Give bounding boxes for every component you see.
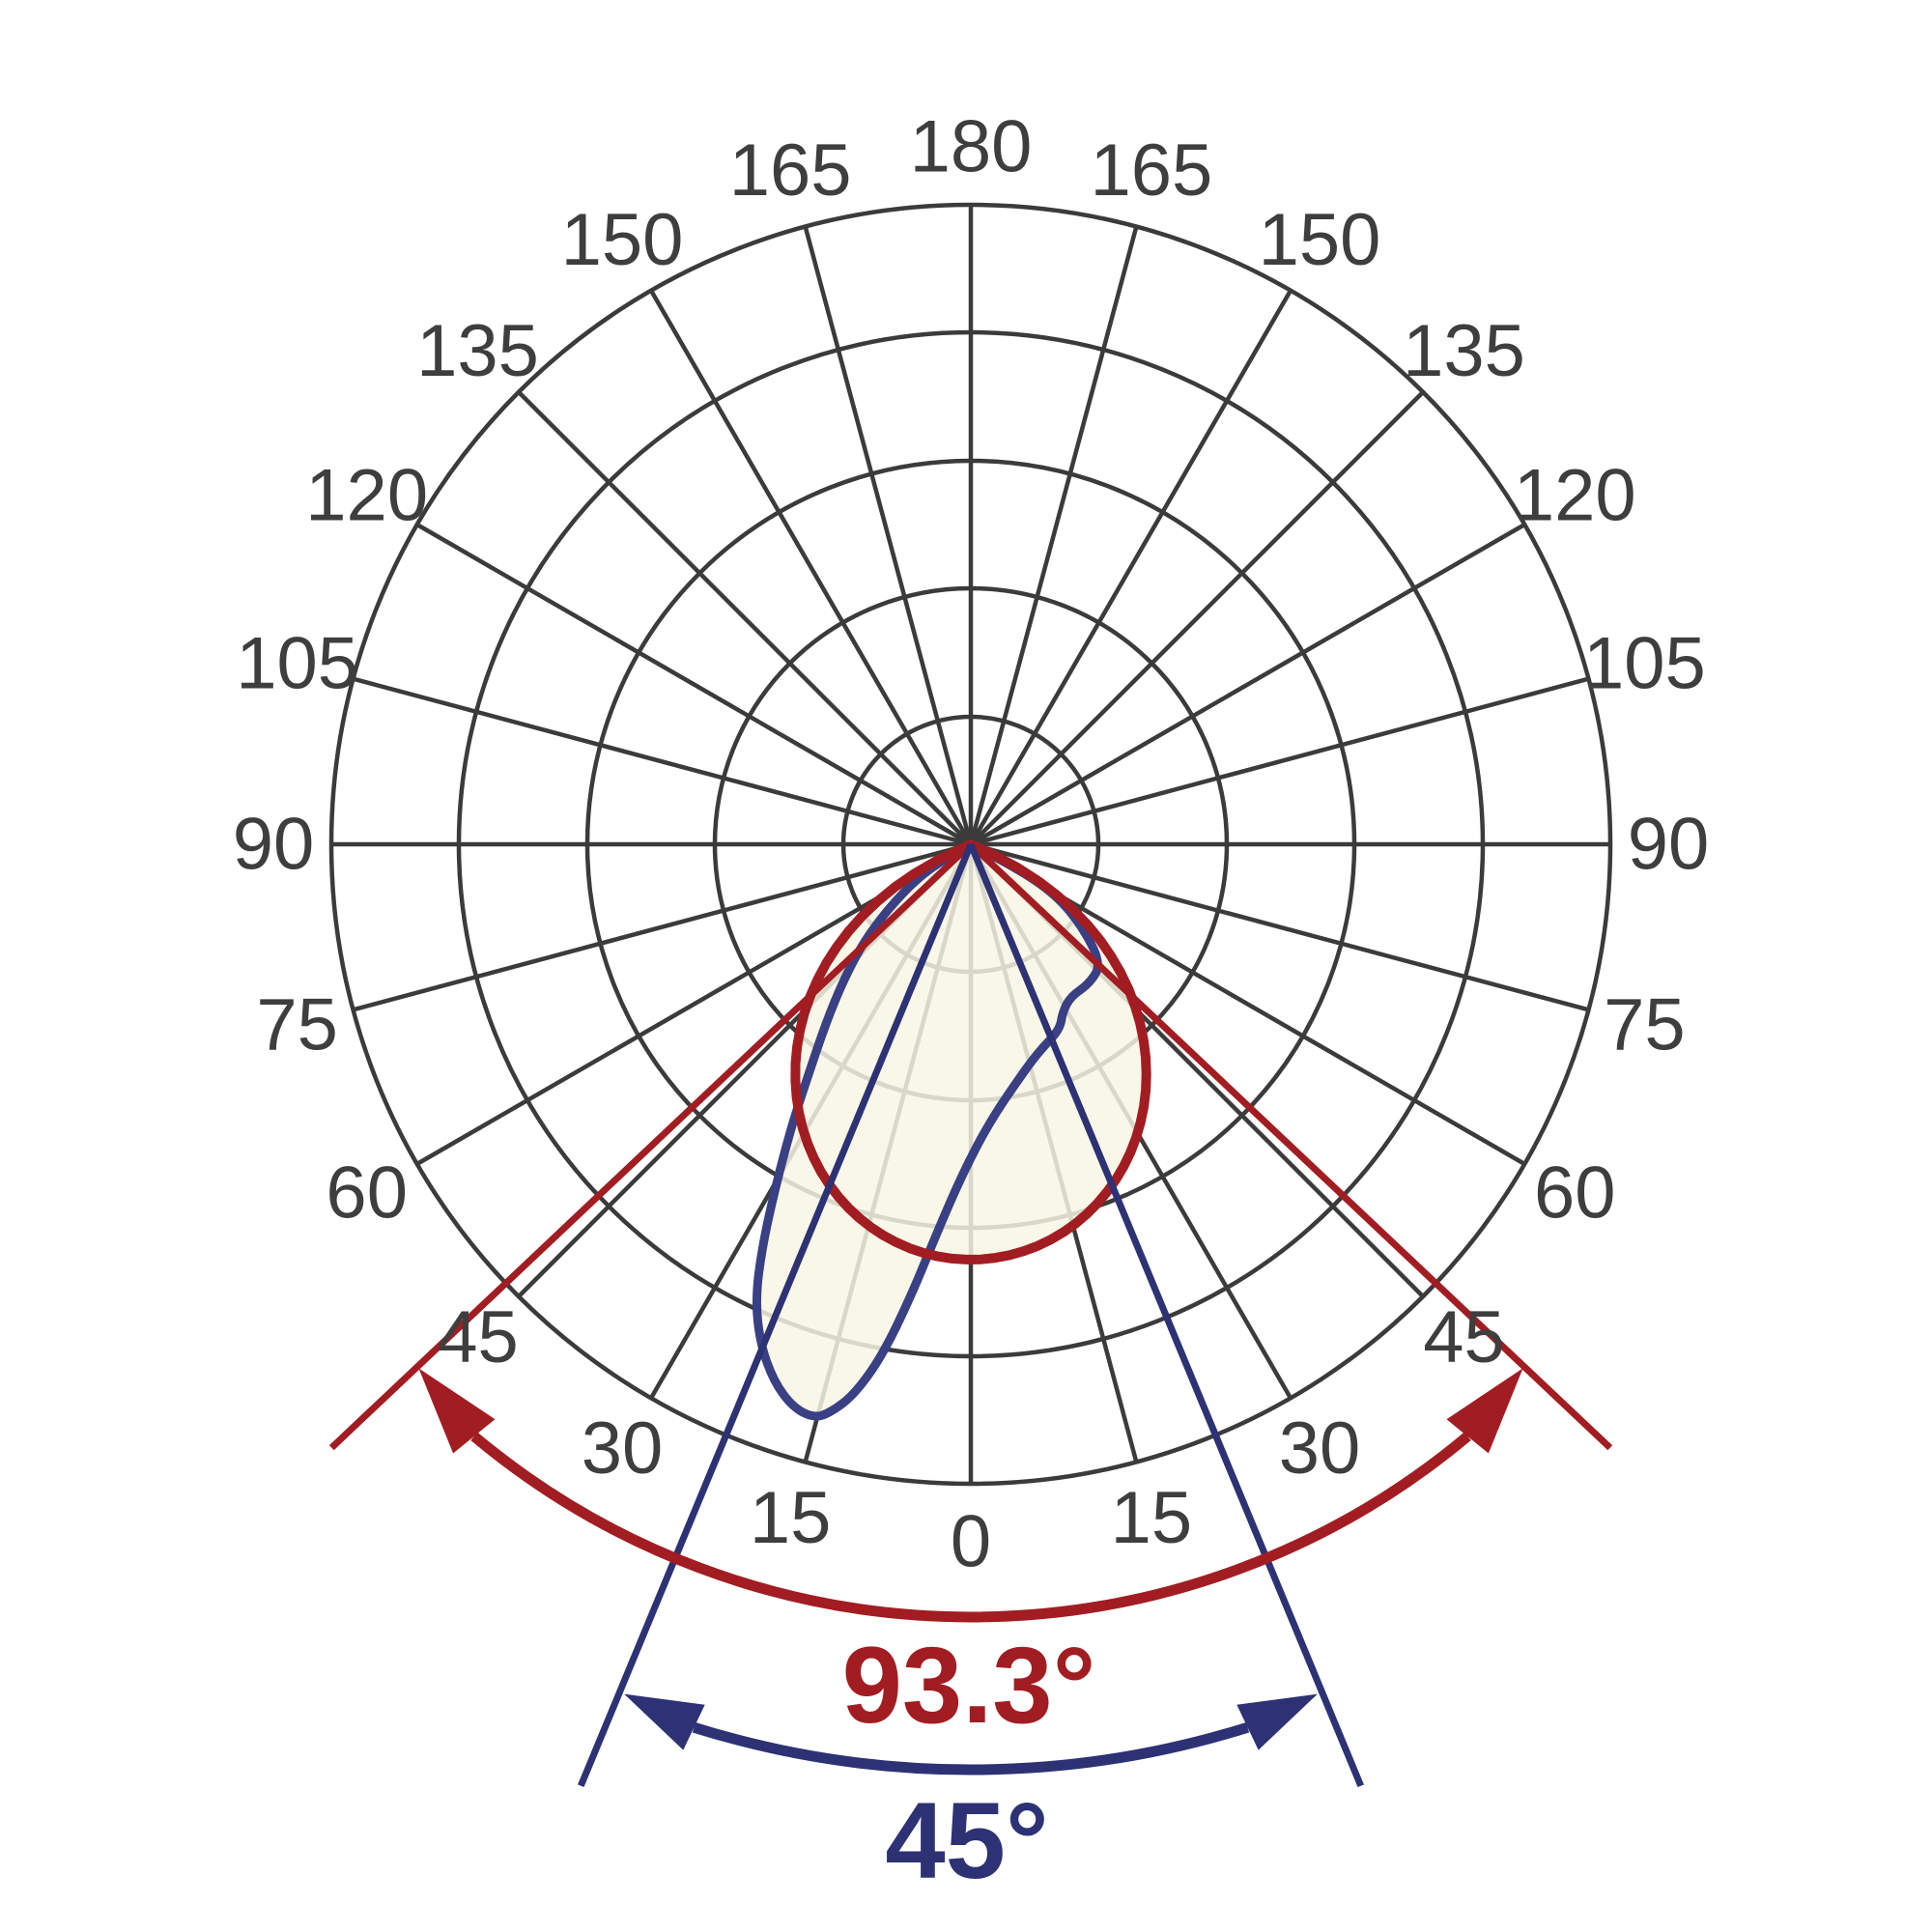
angle-tick-label: 45 bbox=[1423, 1296, 1505, 1378]
narrow-beam-arc-arrowhead-right bbox=[1236, 1693, 1318, 1750]
narrow-beam-lobe-outline bbox=[752, 839, 1102, 1421]
wide-beam-boundary-line-left bbox=[328, 841, 974, 1451]
narrow-beam-angle-label: 45° bbox=[885, 1780, 1049, 1901]
angle-tick-label: 15 bbox=[750, 1477, 832, 1559]
polar-grid-radial-line bbox=[649, 289, 973, 846]
wide-beam-boundary-line-right bbox=[968, 841, 1613, 1451]
angle-tick-label: 135 bbox=[1403, 310, 1525, 392]
angle-tick-label: 75 bbox=[1604, 983, 1686, 1065]
polar-grid-radial-line bbox=[415, 523, 973, 846]
wide-beam-arc-arrowhead-left bbox=[418, 1368, 496, 1454]
polar-grid-radial-line bbox=[517, 390, 973, 846]
polar-grid-ring bbox=[456, 329, 1486, 1359]
wide-beam-arc-arrowhead-right bbox=[1446, 1368, 1523, 1454]
angle-tick-label: 45 bbox=[437, 1296, 519, 1378]
angle-tick-label: 180 bbox=[910, 106, 1033, 188]
angle-tick-label: 90 bbox=[1628, 804, 1710, 886]
wide-beam-angle-label: 93.3° bbox=[841, 1625, 1096, 1746]
polar-grid-radial-line bbox=[970, 676, 1590, 847]
polar-grid-ring bbox=[328, 202, 1613, 1487]
polar-grid-radial-line bbox=[352, 676, 972, 847]
angle-tick-label: 90 bbox=[233, 804, 315, 886]
angle-tick-label: 105 bbox=[1583, 623, 1706, 705]
angle-tick-label: 165 bbox=[729, 129, 852, 212]
angle-tick-label: 75 bbox=[256, 983, 338, 1065]
polar-grid-radial-line bbox=[969, 390, 1425, 846]
angle-tick-label: 165 bbox=[1090, 129, 1212, 212]
angle-tick-label: 150 bbox=[1259, 199, 1381, 281]
polar-grid-radial-line bbox=[803, 225, 974, 845]
angle-tick-label: 30 bbox=[1279, 1407, 1361, 1490]
angle-tick-label: 15 bbox=[1111, 1477, 1193, 1559]
polar-grid-radial-line bbox=[969, 523, 1526, 846]
polar-grid-radial-line bbox=[968, 225, 1139, 845]
angle-tick-label: 135 bbox=[416, 310, 539, 392]
polar-grid-radial-line bbox=[969, 289, 1293, 846]
polar-grid-radial-line bbox=[352, 841, 972, 1012]
angle-tick-label: 120 bbox=[1514, 455, 1636, 537]
angle-tick-label: 120 bbox=[305, 455, 428, 537]
angle-tick-label: 60 bbox=[1534, 1152, 1616, 1235]
angle-tick-label: 150 bbox=[561, 199, 684, 281]
wide-beam-lobe-outline bbox=[790, 839, 1151, 1264]
angle-tick-label: 60 bbox=[326, 1152, 408, 1235]
wide-beam-angle-arc bbox=[470, 1432, 1471, 1623]
angle-tick-label: 0 bbox=[951, 1501, 991, 1583]
narrow-beam-arc-arrowhead-left bbox=[624, 1693, 705, 1750]
polar-grid-radial-line bbox=[970, 841, 1590, 1012]
narrow-beam-boundary-line-left bbox=[578, 842, 975, 1788]
angle-tick-label: 30 bbox=[582, 1407, 664, 1490]
narrow-beam-angle-arc bbox=[692, 1721, 1250, 1776]
narrow-beam-boundary-line-right bbox=[967, 842, 1364, 1788]
angle-tick-label: 105 bbox=[236, 623, 358, 705]
